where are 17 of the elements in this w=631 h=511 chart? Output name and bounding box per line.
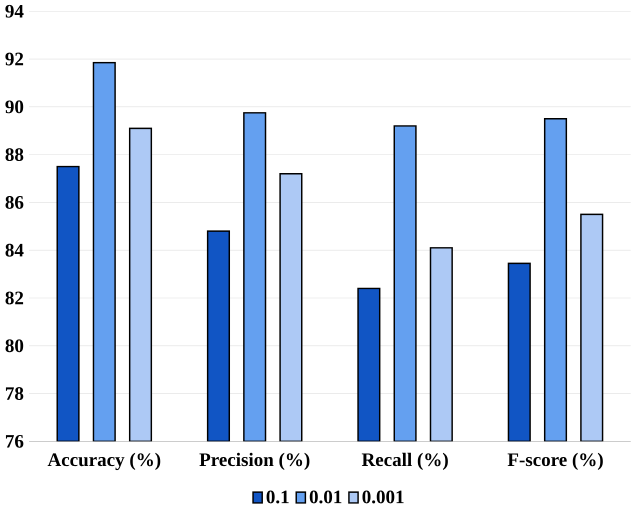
y-tick-label: 92	[5, 52, 24, 66]
y-tick-label: 84	[6, 244, 24, 257]
x-tick-label: Precision (%)	[199, 452, 310, 470]
y-tick-label: 78	[6, 387, 24, 400]
y-tick-label: 90	[5, 100, 24, 114]
legend-label: 0.001	[362, 490, 404, 504]
x-tick-label: Recall (%)	[362, 452, 448, 470]
y-tick-label: 88	[6, 148, 24, 161]
x-tick-label: F-score (%)	[508, 452, 603, 470]
y-tick-label: 86	[6, 196, 24, 209]
x-tick-label: Accuracy (%)	[48, 452, 160, 470]
legend-label: 0.1	[266, 490, 289, 504]
y-tick-label: 80	[6, 339, 24, 352]
y-tick-label: 82	[6, 291, 24, 304]
legend-label: 0.01	[310, 490, 342, 504]
y-tick-label: 94	[5, 4, 24, 18]
y-tick-label: 76	[6, 434, 24, 448]
